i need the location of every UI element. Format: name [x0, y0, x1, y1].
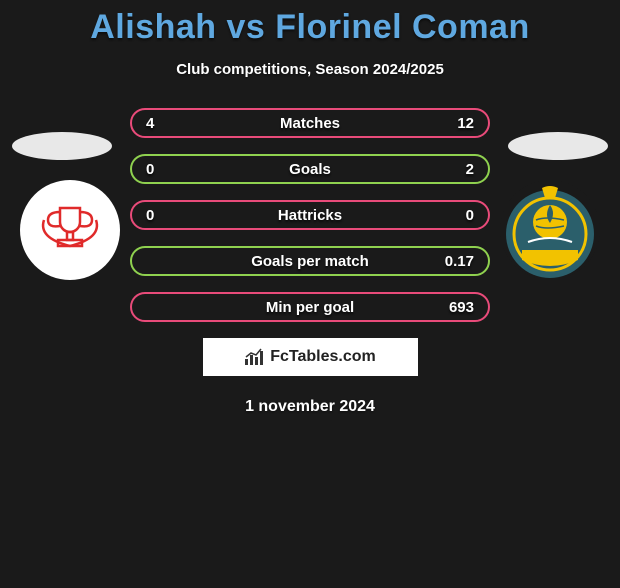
date-text: 1 november 2024 [0, 398, 620, 416]
stat-row: 4 Matches 12 [130, 108, 490, 138]
stat-row: Goals per match 0.17 [130, 246, 490, 276]
brand-text: FcTables.com [270, 348, 376, 366]
stat-label: Goals per match [251, 253, 369, 270]
stat-value-left: 0 [146, 207, 154, 224]
brand-box[interactable]: FcTables.com [203, 338, 418, 376]
stat-row: Min per goal 693 [130, 292, 490, 322]
stat-value-right: 2 [466, 161, 474, 178]
stat-value-right: 693 [449, 299, 474, 316]
stat-label: Hattricks [278, 207, 342, 224]
stat-bar: 4 Matches 12 [130, 108, 490, 138]
stat-value-left: 0 [146, 161, 154, 178]
stat-label: Matches [280, 115, 340, 132]
stat-bar: Min per goal 693 [130, 292, 490, 322]
stat-label: Min per goal [266, 299, 354, 316]
page-title: Alishah vs Florinel Coman [0, 8, 620, 47]
stat-row: 0 Hattricks 0 [130, 200, 490, 230]
stat-value-left: 4 [146, 115, 154, 132]
stat-bar: 0 Goals 2 [130, 154, 490, 184]
stat-value-right: 0 [466, 207, 474, 224]
brand-chart-icon [244, 348, 266, 366]
stat-bar: 0 Hattricks 0 [130, 200, 490, 230]
stat-bar: Goals per match 0.17 [130, 246, 490, 276]
stats-container: 4 Matches 12 0 Goals 2 0 Hattricks 0 Goals per ma… [0, 108, 620, 322]
stat-value-right: 12 [457, 115, 474, 132]
stat-value-right: 0.17 [445, 253, 474, 270]
stat-label: Goals [289, 161, 331, 178]
stat-row: 0 Goals 2 [130, 154, 490, 184]
subtitle: Club competitions, Season 2024/2025 [0, 61, 620, 78]
